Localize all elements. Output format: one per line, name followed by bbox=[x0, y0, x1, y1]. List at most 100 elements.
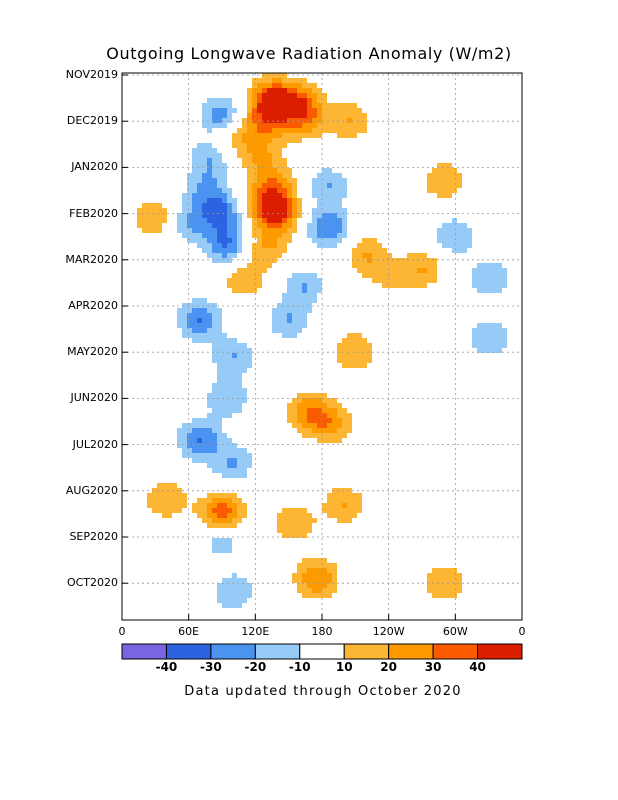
anomaly-cell bbox=[192, 228, 197, 233]
anomaly-cell bbox=[277, 248, 282, 253]
anomaly-cell bbox=[327, 513, 332, 518]
anomaly-cell bbox=[287, 168, 292, 173]
anomaly-cell bbox=[217, 158, 222, 163]
anomaly-cell bbox=[502, 268, 507, 273]
anomaly-cell bbox=[197, 448, 202, 453]
anomaly-cell bbox=[257, 158, 262, 163]
anomaly-cell bbox=[207, 168, 212, 173]
anomaly-cell bbox=[207, 313, 212, 318]
anomaly-cell bbox=[222, 438, 227, 443]
anomaly-cell bbox=[362, 128, 367, 133]
anomaly-cell bbox=[237, 578, 242, 583]
y-tick-label: FEB2020 bbox=[69, 206, 118, 220]
anomaly-cell bbox=[312, 223, 317, 228]
anomaly-cell bbox=[447, 178, 452, 183]
anomaly-cell bbox=[217, 418, 222, 423]
colorbar-label: -20 bbox=[244, 660, 267, 674]
anomaly-cell bbox=[282, 523, 287, 528]
anomaly-cell bbox=[237, 278, 242, 283]
anomaly-cell bbox=[382, 248, 387, 253]
anomaly-cell bbox=[207, 443, 212, 448]
anomaly-cell bbox=[297, 323, 302, 328]
anomaly-cell bbox=[137, 213, 142, 218]
anomaly-cell bbox=[302, 433, 307, 438]
anomaly-cell bbox=[292, 573, 297, 578]
anomaly-cell bbox=[157, 508, 162, 513]
anomaly-cell bbox=[197, 233, 202, 238]
anomaly-cell bbox=[402, 263, 407, 268]
anomaly-cell bbox=[257, 263, 262, 268]
anomaly-cell bbox=[192, 308, 197, 313]
anomaly-cell bbox=[222, 503, 227, 508]
anomaly-cell bbox=[317, 98, 322, 103]
anomaly-cell bbox=[322, 503, 327, 508]
anomaly-cell bbox=[362, 273, 367, 278]
anomaly-cell bbox=[332, 203, 337, 208]
anomaly-cell bbox=[292, 198, 297, 203]
anomaly-cell bbox=[362, 348, 367, 353]
anomaly-cell bbox=[447, 583, 452, 588]
anomaly-cell bbox=[232, 243, 237, 248]
anomaly-cell bbox=[277, 128, 282, 133]
anomaly-cell bbox=[452, 248, 457, 253]
anomaly-cell bbox=[322, 203, 327, 208]
anomaly-cell bbox=[162, 218, 167, 223]
anomaly-cell bbox=[162, 503, 167, 508]
y-tick-label: JAN2020 bbox=[71, 160, 118, 174]
anomaly-cell bbox=[272, 138, 277, 143]
anomaly-cell bbox=[322, 408, 327, 413]
anomaly-cell bbox=[227, 98, 232, 103]
anomaly-cell bbox=[332, 573, 337, 578]
anomaly-cell bbox=[337, 493, 342, 498]
anomaly-cell bbox=[222, 518, 227, 523]
anomaly-cell bbox=[277, 198, 282, 203]
anomaly-cell bbox=[292, 208, 297, 213]
anomaly-cell bbox=[332, 218, 337, 223]
anomaly-cell bbox=[217, 198, 222, 203]
anomaly-cell bbox=[342, 428, 347, 433]
anomaly-cell bbox=[477, 333, 482, 338]
anomaly-cell bbox=[477, 268, 482, 273]
anomaly-cell bbox=[297, 313, 302, 318]
anomaly-cell bbox=[217, 108, 222, 113]
anomaly-cell bbox=[247, 583, 252, 588]
anomaly-cell bbox=[277, 243, 282, 248]
anomaly-cell bbox=[302, 78, 307, 83]
anomaly-cell bbox=[317, 578, 322, 583]
anomaly-cell bbox=[322, 213, 327, 218]
anomaly-cell bbox=[277, 208, 282, 213]
anomaly-cell bbox=[282, 108, 287, 113]
anomaly-cell bbox=[322, 113, 327, 118]
anomaly-cell bbox=[457, 178, 462, 183]
anomaly-cell bbox=[227, 233, 232, 238]
anomaly-cell bbox=[312, 583, 317, 588]
anomaly-cell bbox=[437, 193, 442, 198]
anomaly-cell bbox=[207, 523, 212, 528]
colorbar bbox=[121, 643, 523, 660]
anomaly-cell bbox=[207, 503, 212, 508]
anomaly-cell bbox=[202, 458, 207, 463]
anomaly-cell bbox=[297, 108, 302, 113]
anomaly-cell bbox=[207, 188, 212, 193]
anomaly-cell bbox=[327, 238, 332, 243]
anomaly-cell bbox=[187, 318, 192, 323]
anomaly-cell bbox=[457, 173, 462, 178]
anomaly-cell bbox=[197, 223, 202, 228]
anomaly-cell bbox=[352, 498, 357, 503]
anomaly-cell bbox=[262, 153, 267, 158]
anomaly-cell bbox=[237, 138, 242, 143]
anomaly-cell bbox=[432, 178, 437, 183]
anomaly-cell bbox=[462, 243, 467, 248]
anomaly-cell bbox=[262, 233, 267, 238]
anomaly-cell bbox=[317, 398, 322, 403]
anomaly-cell bbox=[427, 178, 432, 183]
anomaly-cell bbox=[332, 403, 337, 408]
x-tick-label: 0 bbox=[518, 625, 526, 638]
anomaly-cell bbox=[432, 278, 437, 283]
anomaly-cell bbox=[502, 333, 507, 338]
anomaly-cell bbox=[482, 343, 487, 348]
anomaly-cell bbox=[332, 178, 337, 183]
anomaly-cell bbox=[282, 293, 287, 298]
anomaly-cell bbox=[267, 103, 272, 108]
anomaly-cell bbox=[357, 333, 362, 338]
